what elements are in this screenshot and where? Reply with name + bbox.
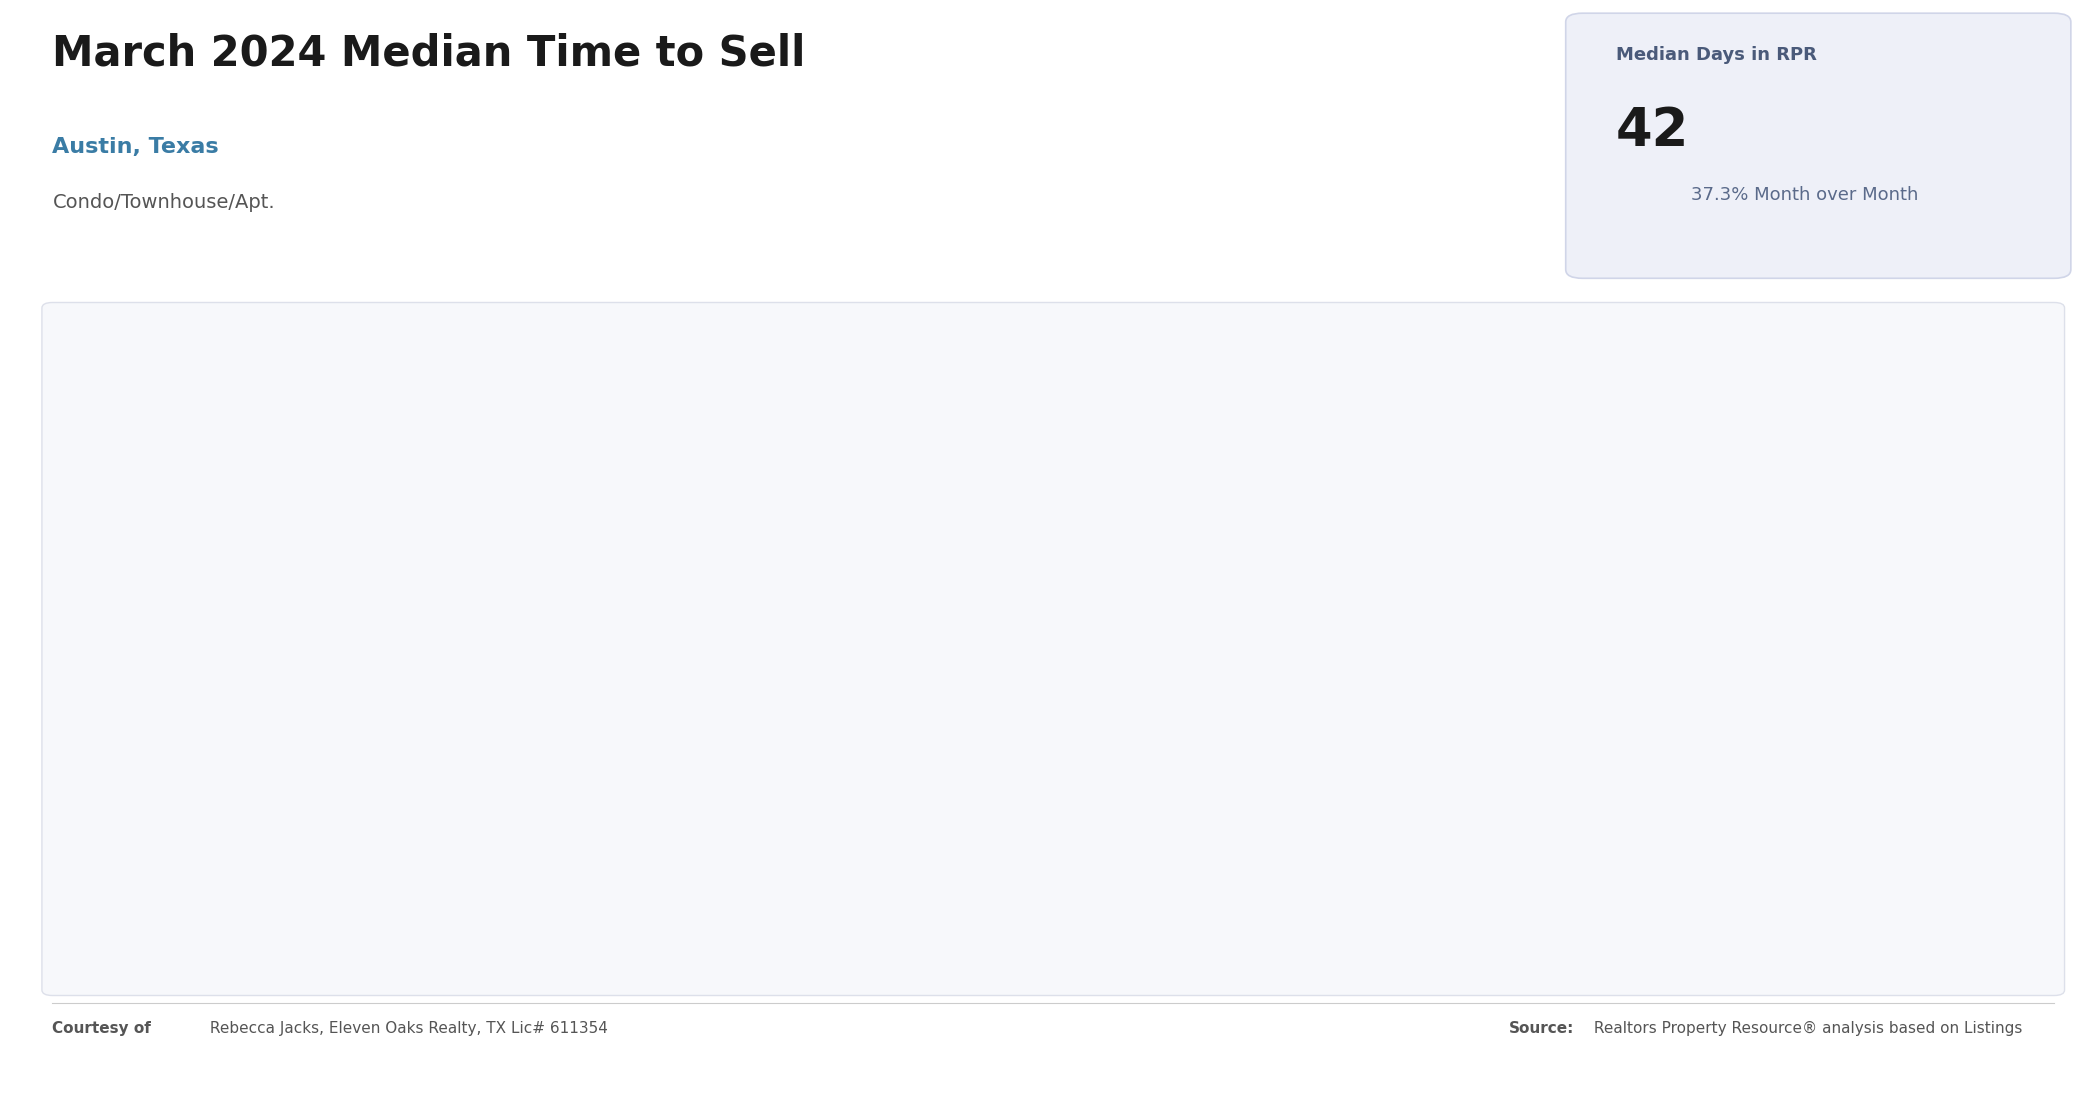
Text: Courtesy of: Courtesy of [52, 1021, 151, 1036]
Y-axis label: Median Days In RPR: Median Days In RPR [107, 540, 124, 719]
Text: March 2024 Median Time to Sell: March 2024 Median Time to Sell [52, 33, 805, 75]
Text: 42: 42 [1616, 104, 1689, 156]
Text: Realtors Property Resource® analysis based on Listings: Realtors Property Resource® analysis bas… [1589, 1021, 2023, 1036]
Text: Austin, Texas: Austin, Texas [52, 138, 218, 157]
Circle shape [1610, 189, 1668, 246]
Text: Condo/Townhouse/Apt.: Condo/Townhouse/Apt. [52, 192, 275, 211]
Text: Median Days in RPR: Median Days in RPR [1616, 46, 1817, 64]
Text: Rebecca Jacks, Eleven Oaks Realty, TX Lic# 611354: Rebecca Jacks, Eleven Oaks Realty, TX Li… [205, 1021, 608, 1036]
Text: Source:: Source: [1509, 1021, 1574, 1036]
Text: 37.3% Month over Month: 37.3% Month over Month [1691, 186, 1918, 204]
Text: ↓: ↓ [1631, 209, 1647, 229]
